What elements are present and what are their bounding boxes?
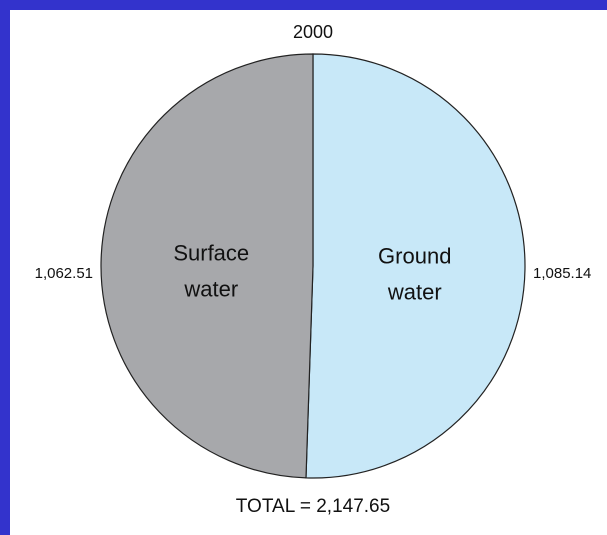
chart-title: 2000 bbox=[293, 22, 333, 42]
slice-label-line1: Surface bbox=[173, 240, 249, 265]
total-label: TOTAL = 2,147.65 bbox=[236, 496, 390, 517]
pie-labels: Ground water 1,085.14 Surface water 1,062.51 bbox=[35, 240, 592, 304]
pie-slice-ground bbox=[305, 53, 526, 479]
slice-value-label: 1,085.14 bbox=[533, 265, 591, 282]
pie-slices bbox=[100, 53, 526, 479]
pie-chart: 2000 Ground water 1,085.14 Surface water 1,06… bbox=[35, 22, 592, 517]
slice-label-line2: water bbox=[387, 280, 442, 305]
slice-label-line2: water bbox=[183, 276, 238, 301]
slice-label-line1: Ground bbox=[378, 244, 451, 269]
slice-value-label: 1,062.51 bbox=[35, 265, 93, 282]
chart-panel: 2000 Ground water 1,085.14 Surface water 1,06… bbox=[10, 10, 607, 535]
pie-slice-surface bbox=[100, 53, 314, 479]
